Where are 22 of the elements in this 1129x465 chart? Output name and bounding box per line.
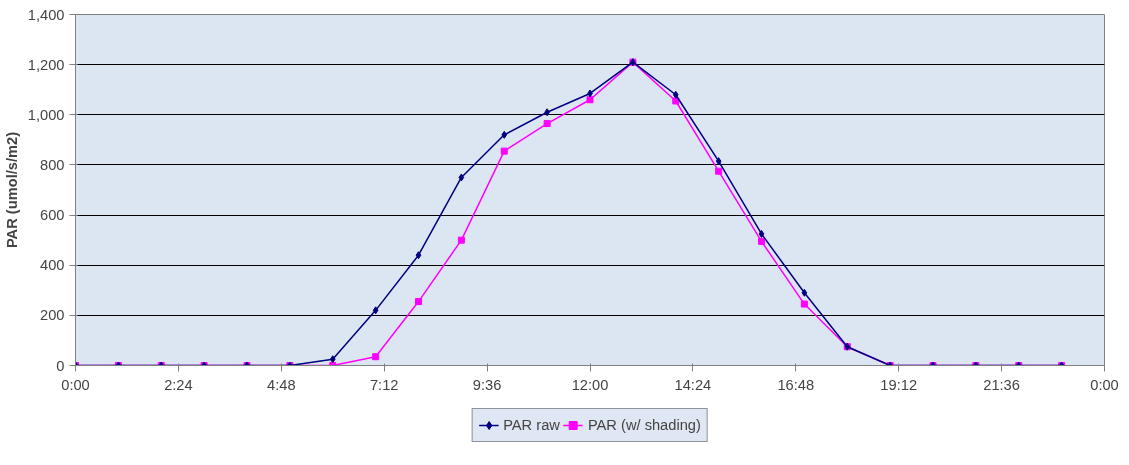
- y-tick-label: 600: [40, 207, 65, 224]
- x-tick-label: 0:00: [61, 376, 90, 393]
- y-tick-label: 1,000: [27, 106, 65, 123]
- legend-label: PAR raw: [503, 417, 560, 433]
- y-tick-label: 800: [40, 156, 65, 173]
- x-tick-label: 21:36: [983, 376, 1020, 393]
- y-tick-label: 400: [40, 257, 65, 274]
- y-tick-label: 1,200: [27, 56, 65, 73]
- y-tick-label: 200: [40, 307, 65, 324]
- y-tick-label: 0: [56, 357, 65, 374]
- x-tick-label: 2:24: [164, 376, 193, 393]
- x-tick-label: 12:00: [571, 376, 609, 393]
- y-axis-title: PAR (umol/s/m2): [3, 131, 20, 249]
- x-tick-label: 0:00: [1090, 376, 1119, 393]
- x-tick-label: 9:36: [472, 376, 502, 393]
- y-tick-label: 1,400: [27, 6, 65, 23]
- x-tick-label: 14:24: [674, 376, 712, 393]
- x-tick-label: 19:12: [880, 376, 918, 393]
- x-tick-label: 7:12: [369, 376, 399, 393]
- legend-label: PAR (w/ shading): [587, 417, 701, 433]
- x-tick-label: 4:48: [267, 376, 296, 393]
- x-tick-label: 16:48: [777, 376, 815, 393]
